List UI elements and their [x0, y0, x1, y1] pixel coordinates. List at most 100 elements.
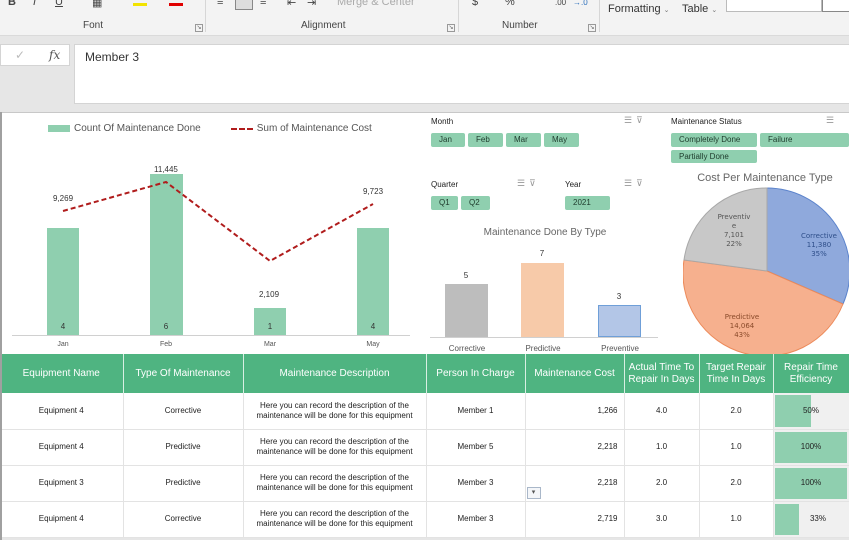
font-dialog-launcher-icon[interactable]: ↘: [195, 24, 203, 32]
cell-type[interactable]: Corrective: [123, 501, 244, 538]
slicer-item-q2[interactable]: Q2: [461, 196, 490, 210]
decrease-decimal-icon[interactable]: .00: [555, 0, 567, 7]
cell-type[interactable]: Corrective: [123, 393, 244, 430]
cell-type[interactable]: Predictive: [123, 429, 244, 466]
cell-person[interactable]: Member 3: [426, 501, 526, 538]
cell-person-selected[interactable]: Member 3: [426, 465, 526, 502]
slicer-item-mar[interactable]: Mar: [506, 133, 541, 147]
slicer-item-feb[interactable]: Feb: [468, 133, 503, 147]
bar-jan[interactable]: [47, 228, 79, 335]
cell-efficiency[interactable]: 100%: [773, 465, 849, 502]
decrease-indent-icon[interactable]: ⇤: [287, 0, 297, 9]
cell-description[interactable]: Here you can record the description of t…: [243, 393, 427, 430]
number-format-select[interactable]: [726, 0, 822, 12]
cell-actual-time[interactable]: 4.0: [624, 393, 700, 430]
bold-button[interactable]: B: [8, 0, 16, 8]
underline-button[interactable]: U: [55, 0, 63, 8]
separator: [458, 0, 459, 32]
cell-equipment[interactable]: Equipment 4: [0, 429, 124, 466]
increase-decimal-icon[interactable]: →.0: [573, 0, 588, 7]
cell-equipment[interactable]: Equipment 4: [0, 501, 124, 538]
borders-icon[interactable]: ▦: [92, 0, 103, 9]
cell-description[interactable]: Here you can record the description of t…: [243, 465, 427, 502]
align-left-icon[interactable]: ≡: [217, 0, 224, 8]
multi-select-icon[interactable]: ☰: [517, 178, 530, 188]
bar-corrective[interactable]: [445, 284, 488, 337]
cell-cost[interactable]: 1,266: [525, 393, 625, 430]
clear-filter-icon[interactable]: ⊽: [636, 178, 647, 188]
bar-value-jan: 4: [60, 322, 66, 331]
font-color-button[interactable]: [169, 3, 183, 6]
slicer-item-failure[interactable]: Failure: [760, 133, 849, 147]
cell-type[interactable]: Predictive: [123, 465, 244, 502]
cell-actual-time[interactable]: 1.0: [624, 429, 700, 466]
clear-filter-icon[interactable]: ⊽: [636, 115, 647, 125]
bar-predictive[interactable]: [521, 263, 564, 337]
header-person-in-charge[interactable]: Person In Charge: [426, 354, 526, 393]
table-row: Equipment 4 Predictive Here you can reco…: [0, 429, 849, 466]
slicer-item-2021[interactable]: 2021: [565, 196, 610, 210]
header-equipment-name[interactable]: Equipment Name: [0, 354, 124, 393]
slicer-item-completely-done[interactable]: Completely Done: [671, 133, 757, 147]
bar-feb[interactable]: [150, 174, 183, 335]
bar-mar[interactable]: [254, 308, 286, 335]
slicer-item-q1[interactable]: Q1: [431, 196, 458, 210]
increase-indent-icon[interactable]: ⇥: [307, 0, 317, 9]
cell-description[interactable]: Here you can record the description of t…: [243, 501, 427, 538]
header-efficiency[interactable]: Repair Time Efficiency: [773, 354, 849, 393]
slicer-item-jan[interactable]: Jan: [431, 133, 465, 147]
slicer-item-partially-done[interactable]: Partially Done: [671, 150, 757, 163]
bar-may[interactable]: [357, 228, 389, 335]
cell-actual-time[interactable]: 2.0: [624, 465, 700, 502]
cell-target-time[interactable]: 1.0: [699, 429, 774, 466]
efficiency-databar: [774, 395, 811, 427]
multi-select-icon[interactable]: ☰: [624, 178, 637, 188]
conditional-formatting-button[interactable]: Formatting ⌄: [608, 3, 670, 15]
slicer-item-may[interactable]: May: [544, 133, 579, 147]
clear-filter-icon[interactable]: ⊽: [529, 178, 540, 188]
cell-style-normal[interactable]: [822, 0, 849, 12]
cell-cost[interactable]: 2,719: [525, 501, 625, 538]
cell-efficiency[interactable]: 50%: [773, 393, 849, 430]
dropdown-arrow-icon[interactable]: ▾: [526, 486, 541, 499]
type-chart-title: Maintenance Done By Type: [483, 227, 607, 238]
bar-preventive[interactable]: [598, 305, 641, 337]
header-maintenance-description[interactable]: Maintenance Description: [243, 354, 427, 393]
cell-efficiency[interactable]: 100%: [773, 429, 849, 466]
header-type-of-maintenance[interactable]: Type Of Maintenance: [123, 354, 244, 393]
align-center-button[interactable]: [235, 0, 253, 10]
cell-actual-time[interactable]: 3.0: [624, 501, 700, 538]
formula-input[interactable]: Member 3: [74, 44, 849, 104]
cell-equipment[interactable]: Equipment 4: [0, 393, 124, 430]
header-target-time[interactable]: Target Repair Time In Days: [699, 354, 774, 393]
header-actual-time[interactable]: Actual Time To Repair In Days: [624, 354, 700, 393]
align-right-icon[interactable]: ≡: [260, 0, 267, 8]
currency-icon[interactable]: $: [472, 0, 479, 8]
cell-cost[interactable]: ▾ 2,218: [525, 465, 625, 502]
format-as-table-button[interactable]: Table ⌄: [682, 3, 718, 15]
alignment-dialog-launcher-icon[interactable]: ↘: [447, 24, 455, 32]
number-dialog-launcher-icon[interactable]: ↘: [588, 24, 596, 32]
cell-person[interactable]: Member 1: [426, 393, 526, 430]
header-maintenance-cost[interactable]: Maintenance Cost: [525, 354, 625, 393]
italic-button[interactable]: I: [33, 0, 37, 8]
cell-target-time[interactable]: 1.0: [699, 501, 774, 538]
pie-slice-preventive: [683, 187, 768, 272]
enter-check-icon[interactable]: ✓: [15, 48, 26, 62]
pie-label-corrective: Corrective 11,380 35%: [801, 232, 837, 258]
bar-value-feb: 6: [163, 322, 169, 331]
cell-description[interactable]: Here you can record the description of t…: [243, 429, 427, 466]
insert-function-icon[interactable]: fx: [49, 48, 61, 62]
percent-icon[interactable]: %: [505, 0, 515, 8]
multi-select-icon[interactable]: ☰: [826, 115, 839, 125]
cell-efficiency[interactable]: 33%: [773, 501, 849, 538]
cell-person[interactable]: Member 5: [426, 429, 526, 466]
cell-equipment[interactable]: Equipment 3: [0, 465, 124, 502]
fill-color-button[interactable]: [133, 3, 147, 6]
cell-target-time[interactable]: 2.0: [699, 393, 774, 430]
multi-select-icon[interactable]: ☰: [624, 115, 637, 125]
cell-cost[interactable]: 2,218: [525, 429, 625, 466]
line-value-mar: 2,109: [259, 290, 280, 299]
cell-target-time[interactable]: 2.0: [699, 465, 774, 502]
merge-center-button[interactable]: Merge & Center: [337, 0, 415, 8]
